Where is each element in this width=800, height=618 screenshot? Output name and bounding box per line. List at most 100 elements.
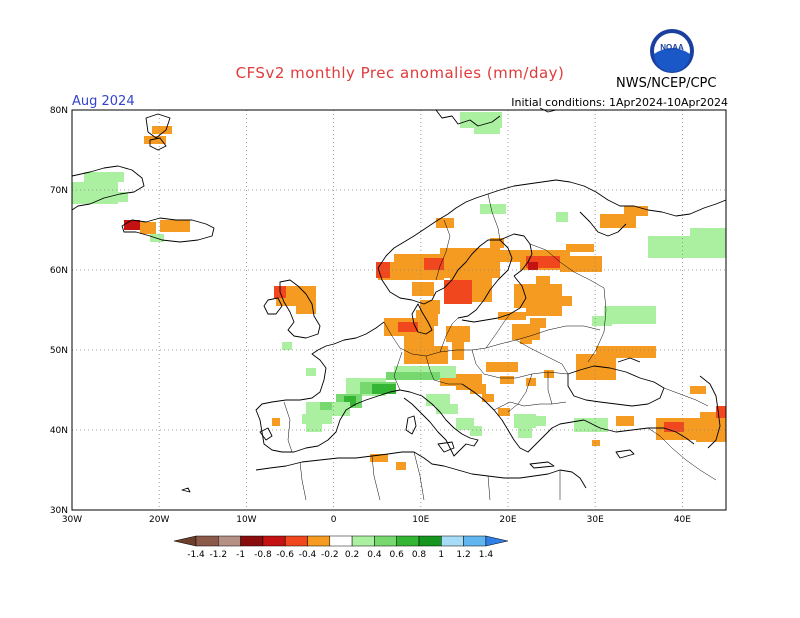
colorbar-bin: [195, 535, 219, 547]
country-borders: [283, 193, 717, 501]
anomaly-cell: [664, 422, 684, 432]
colorbar-label: 0.4: [367, 550, 382, 560]
anomaly-cell: [490, 238, 504, 248]
colorbar-label: 0.6: [390, 550, 405, 560]
anomaly-cell: [140, 222, 156, 234]
anomaly-cell: [588, 366, 604, 380]
anomaly-cell: [398, 322, 418, 332]
anomaly-cell: [526, 378, 536, 386]
anomaly-cell: [592, 316, 612, 326]
anomaly-cell: [480, 204, 506, 214]
anomaly-cell: [396, 462, 406, 470]
anomaly-cell: [104, 192, 128, 202]
anomaly-cell: [452, 338, 464, 360]
anomaly-cell: [302, 414, 332, 424]
anomaly-cell: [498, 312, 526, 320]
lon-tick-label: 30E: [587, 515, 604, 525]
anomaly-cell: [486, 362, 518, 372]
lat-tick-label: 50N: [50, 346, 68, 356]
lon-tick-label: 40E: [674, 515, 691, 525]
colorbar: [173, 535, 508, 547]
lat-tick-label: 40N: [50, 426, 68, 436]
anomaly-cell: [404, 346, 448, 364]
anomaly-cell: [616, 416, 634, 426]
colorbar-bin: [307, 535, 331, 547]
anomaly-cell: [690, 228, 726, 240]
lon-tick-label: 10E: [412, 515, 429, 525]
colorbar-label: 1.2: [456, 550, 470, 560]
colorbar-bin: [418, 535, 442, 547]
colorbar-bin: [374, 535, 397, 547]
anomaly-cell: [460, 112, 502, 128]
anomaly-cell: [536, 416, 546, 426]
anomaly-cell: [482, 394, 494, 402]
anomaly-cell: [500, 376, 514, 384]
anomaly-cell: [592, 440, 600, 446]
anomaly-cell: [514, 414, 536, 428]
anomaly-cell: [500, 250, 524, 262]
anomaly-cell: [282, 342, 292, 350]
colorbar-bin: [329, 535, 353, 547]
agency-label: NWS/NCEP/CPC: [616, 76, 717, 91]
colorbar-bin: [218, 535, 241, 547]
anomaly-cell: [398, 372, 440, 380]
anomaly-cell: [556, 212, 568, 222]
colorbar-bin: [463, 535, 487, 547]
anomaly-cell: [444, 280, 472, 304]
anomaly-cell: [632, 306, 656, 318]
anomaly-cell: [600, 214, 636, 228]
anomaly-cell: [498, 408, 510, 416]
colorbar-label: 1.4: [479, 550, 494, 560]
anomaly-cell: [416, 310, 438, 326]
lat-tick-label: 60N: [50, 266, 68, 276]
colorbar-label: -0.8: [254, 550, 272, 560]
forecast-month: Aug 2024: [72, 94, 135, 109]
lat-tick-label: 30N: [50, 506, 68, 516]
lon-tick-label: 30W: [62, 515, 82, 525]
anomaly-cell: [574, 418, 608, 432]
colorbar-max-arrow: [485, 535, 508, 547]
anomaly-cell: [616, 346, 656, 358]
anomaly-cell: [518, 428, 532, 438]
lon-tick-label: 20E: [499, 515, 516, 525]
colorbar-label: 1: [438, 550, 444, 560]
colorbar-bin: [351, 535, 375, 547]
colorbar-bin: [396, 535, 420, 547]
anomaly-cells: [72, 112, 726, 470]
colorbar-bin: [240, 535, 264, 547]
anomaly-cell: [474, 126, 500, 134]
anomaly-cell: [566, 244, 594, 252]
anomaly-cell: [556, 296, 572, 306]
anomaly-cell: [470, 426, 482, 436]
colorbar-label: -1.4: [187, 550, 205, 560]
colorbar-labels: -1.4 -1.2 -1 -0.8 -0.6 -0.4 -0.2 0.2 0.4 0.6 0.8 1 1…: [187, 550, 493, 560]
anomaly-cell: [84, 172, 124, 182]
anomaly-cell: [530, 318, 546, 328]
anomaly-cell: [306, 368, 316, 376]
anomaly-cell: [624, 206, 648, 216]
map-frame: [71, 109, 727, 511]
anomaly-cell: [526, 300, 562, 316]
colorbar-bin: [441, 535, 464, 547]
anomaly-cell: [160, 220, 190, 232]
anomaly-cell: [470, 384, 486, 394]
anomaly-cell: [344, 396, 356, 406]
anomaly-cell: [700, 412, 726, 422]
colorbar-label: -0.4: [299, 550, 317, 560]
anomaly-cell: [440, 376, 456, 386]
lat-tick-label: 80N: [50, 106, 68, 116]
lon-tick-label: 10W: [236, 515, 256, 525]
anomaly-cell: [152, 126, 172, 134]
svg-text:NOAA: NOAA: [660, 43, 684, 52]
colorbar-label: 0.2: [345, 550, 359, 560]
colorbar-bin: [284, 535, 308, 547]
anomaly-cell: [436, 404, 458, 414]
gridlines: [72, 110, 726, 510]
colorbar-label: 0.8: [412, 550, 427, 560]
colorbar-label: -0.6: [276, 550, 294, 560]
colorbar-min-arrow: [173, 535, 197, 547]
anomaly-cell: [528, 262, 538, 270]
anomaly-cell: [296, 304, 316, 314]
lon-tick-label: 20W: [149, 515, 169, 525]
